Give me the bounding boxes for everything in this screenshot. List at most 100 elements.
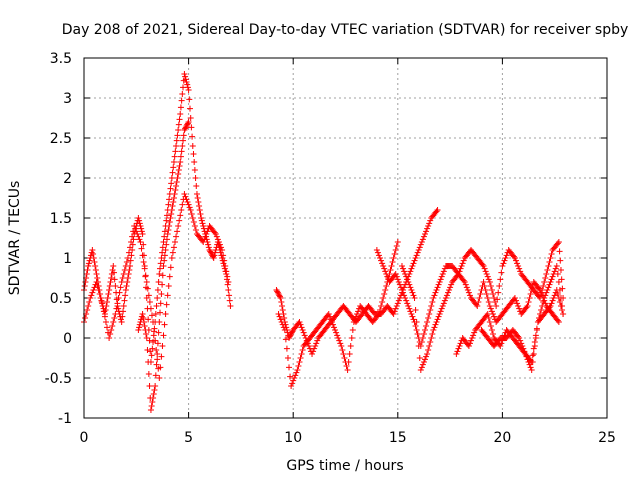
data-point-trace [83,271,90,277]
data-point [522,351,529,357]
data-point-trace [188,211,195,217]
data-point-trace [374,249,381,256]
data-point-trace [96,291,103,297]
data-point-trace [223,268,230,275]
y-tick-label: -1 [58,411,72,427]
y-tick-label: 2 [63,171,72,187]
data-point [524,303,531,309]
data-point [398,287,405,293]
data-point-trace [439,271,446,277]
data-point [516,335,523,341]
data-point-trace [438,273,445,280]
data-point-trace [189,215,196,221]
data-point-trace [484,295,491,301]
data-point [528,367,535,373]
data-point-trace [489,331,496,337]
data-point-trace [179,201,186,208]
data-point-trace [428,303,435,309]
series-track-c [135,119,192,413]
data-point-trace [538,307,545,313]
data-point [210,255,217,261]
data-point-trace [284,355,291,361]
data-point-trace [163,217,170,224]
data-point-trace [463,284,470,291]
data-point-trace [489,311,496,317]
data-point [537,287,544,293]
data-point-trace [391,251,398,257]
data-point [541,295,548,301]
data-point-trace [208,251,215,257]
data-point-trace [426,311,433,317]
data-point [198,215,205,221]
data-point-trace [303,337,310,344]
data-point-trace [470,332,477,339]
data-point-trace [159,244,166,251]
data-point-trace [148,352,155,359]
data-point-trace [184,120,191,127]
data-point-trace [117,284,124,291]
data-point-trace [349,327,356,333]
data-point-trace [141,323,148,329]
data-point-trace [94,283,101,289]
data-point-trace [395,279,402,285]
data-point-trace [431,292,438,299]
data-point-trace [91,284,98,291]
data-point-trace [88,249,95,256]
data-point-trace [281,315,288,321]
data-point-trace [192,175,199,181]
data-point-trace [159,281,166,288]
data-point-trace [213,233,220,240]
data-point-trace [413,327,420,333]
data-point-trace [500,260,507,267]
data-point-trace [124,279,131,285]
data-point [160,263,167,269]
data-point-trace [483,291,490,297]
data-point-trace [173,137,180,144]
data-point [560,311,567,317]
data-point-trace [457,265,464,272]
data-point [486,303,493,309]
data-point-trace [277,316,284,323]
data-point [417,367,424,373]
data-point-trace [182,124,189,131]
data-point-trace [286,333,293,340]
data-point-trace [393,273,400,280]
data-point-trace [401,268,408,275]
data-point-trace [186,96,193,103]
data-point-trace [109,267,116,273]
data-point-trace [102,319,109,325]
data-point-trace [199,220,206,227]
data-point-trace [341,355,348,361]
data-point-trace [424,225,431,232]
data-point-trace [554,271,561,277]
data-point-trace [165,201,172,208]
y-tick-label: 0 [63,331,72,347]
data-point-trace [136,236,143,243]
data-point [499,263,506,269]
data-point-trace [136,321,143,328]
data-point-trace [394,300,401,307]
data-point-trace [437,308,444,315]
data-point-trace [486,319,493,325]
data-point-trace [469,335,476,341]
data-point-trace [434,284,441,291]
data-point [434,207,441,213]
data-point-trace [127,257,134,264]
data-point [118,319,125,325]
data-point-trace [297,321,304,328]
data-point-trace [216,241,223,248]
data-point-trace [289,380,296,387]
data-point-trace [280,311,287,317]
chart-title: Day 208 of 2021, Sidereal Day-to-day VTE… [62,22,629,38]
data-point-trace [152,311,159,317]
data-point-trace [200,223,207,229]
data-point-trace [549,297,556,304]
data-point-trace [545,284,552,291]
data-point-trace [400,265,407,272]
data-point-trace [482,268,489,275]
data-point-trace [498,340,505,347]
data-point-trace [460,277,467,284]
data-point [193,191,200,197]
data-point-trace [97,295,104,301]
data-point-trace [441,297,448,304]
